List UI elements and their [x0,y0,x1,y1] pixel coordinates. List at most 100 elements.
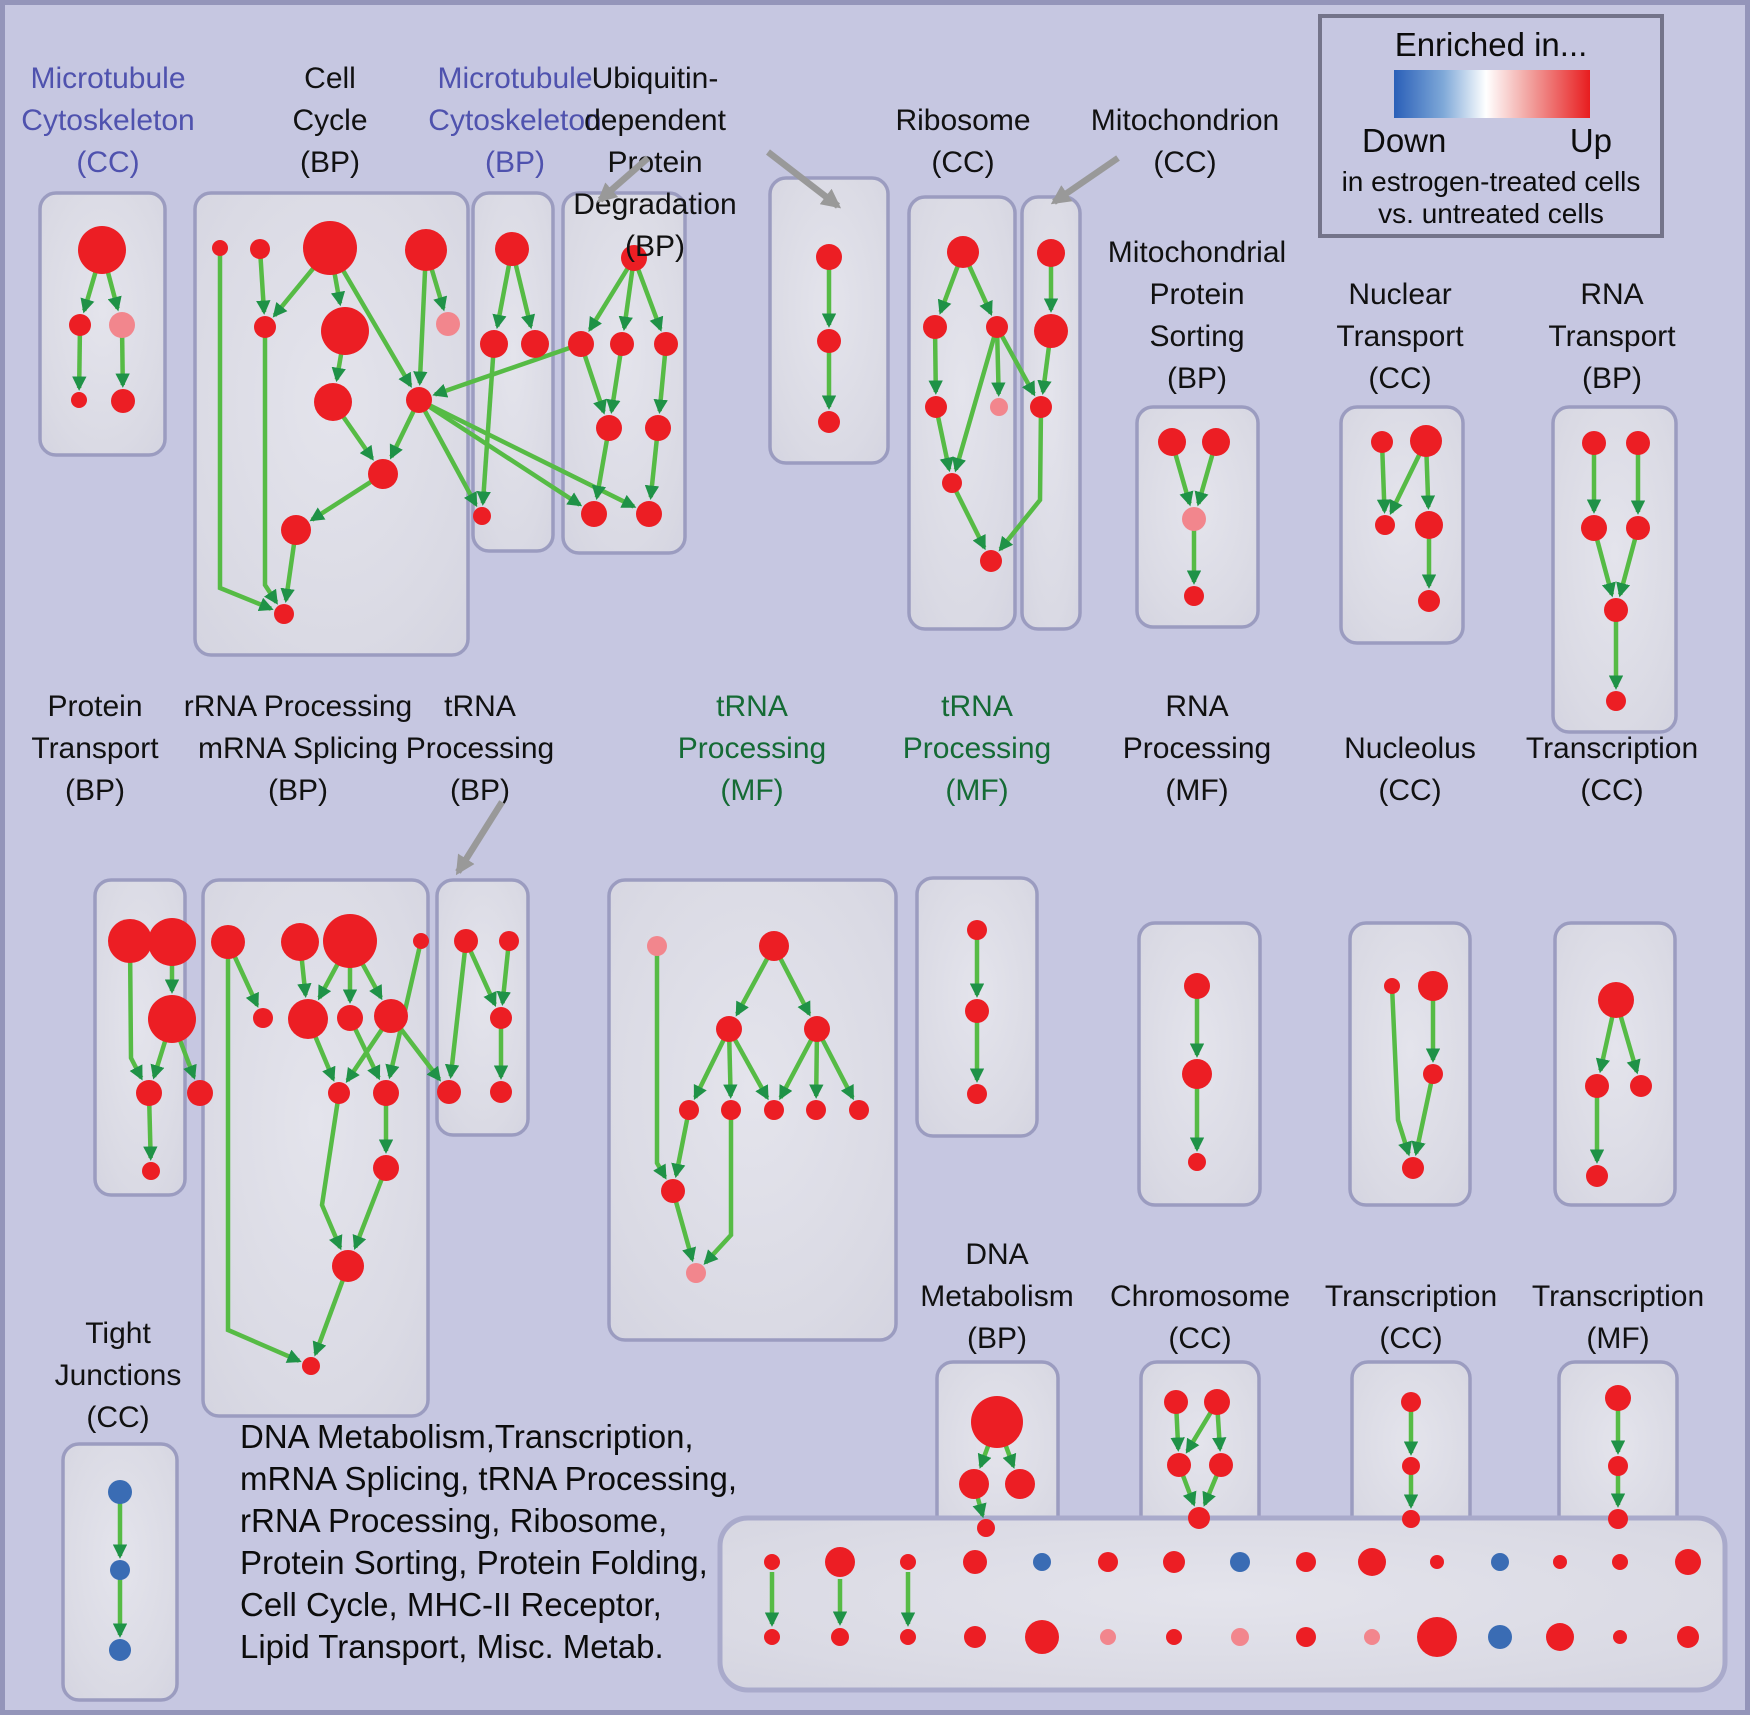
trna-processing-mf-1-label-line3: (MF) [720,774,783,807]
node-tb3 [490,1007,512,1029]
edge-nt1-nt3 [1376,441,1392,514]
strip-top-node-11 [1430,1555,1444,1569]
node-tms5 [849,1100,869,1120]
node-tlo [661,1179,685,1203]
node-cc12 [274,604,294,624]
node-rb6 [942,473,962,493]
strip-bottom-node-14 [1613,1630,1627,1644]
node-cc6 [321,307,369,355]
node-tms4 [806,1100,826,1120]
node-ch4 [1209,1453,1233,1477]
node-tmp2 [686,1263,706,1283]
node-tf2 [1608,1456,1628,1476]
node-bCl2 [645,415,671,441]
node-rb4 [925,396,947,418]
node-tj2 [110,1560,130,1580]
nucleolus-cc-label-line1: Nucleolus [1344,732,1476,765]
trna-processing-mf-2-label-line1: tRNA [941,690,1013,723]
rrna-processing-mrna-splicing-bp-label-line3: (BP) [268,774,328,807]
edge-cc2-cc5 [256,248,271,315]
edge-pt1-pt4 [127,940,144,1081]
node-tb2 [499,931,519,951]
node-r9 [328,1082,350,1104]
legend-context-line1: in estrogen-treated cells [1341,166,1641,197]
node-mt2 [1034,314,1068,348]
node-ts1 [967,920,987,940]
microtubule-cytoskeleton-bp-label-line2: Cytoskeleton [428,104,601,137]
ribosome-cc-label-line2: (CC) [931,146,994,179]
node-bCt [621,245,647,271]
edge-nu3-nu4 [1411,1073,1436,1157]
strip-top-node-9 [1296,1552,1316,1572]
node-bB3 [521,330,549,358]
legend-title: Enriched in... [1394,26,1588,63]
ribosome-cc-label-line1: Ribosome [895,104,1030,137]
rna-transport-bp-label-line3: (BP) [1582,362,1642,395]
legend-gradient-bar [1394,70,1590,118]
node-tj3 [109,1639,131,1661]
transcription-cc-1-box [1553,921,1677,1207]
node-ms2 [1202,428,1230,456]
edge-cc1-cc12 [217,248,274,612]
dna-metabolism-bp-label-line2: Metabolism [920,1280,1073,1313]
strip-bottom-node-9 [1296,1627,1316,1647]
node-dm2 [959,1469,989,1499]
edge-rb6-rb7 [949,481,987,551]
strip-bottom-node-13 [1546,1623,1574,1651]
ubiquitin-dependent-protein-degradation-bp-box1-label-line2: dependent [584,104,726,137]
strip-top-node-1 [764,1554,780,1570]
dna-metabolism-bp-box [935,1360,1060,1544]
strip-bottom-node-11 [1417,1617,1457,1657]
node-tml [716,1016,742,1042]
edge-rb3-rb5 [991,326,1006,397]
node-rt6 [1606,691,1626,711]
strip-top-node-10 [1358,1548,1386,1576]
edge-cc5-cc12 [262,327,279,605]
edge-cc4-cc9 [413,249,429,386]
node-tc2 [1585,1074,1609,1098]
legend-up-label: Up [1569,122,1612,159]
rrna-processing-mrna-splicing-bp-label-line2: mRNA Splicing [198,732,398,765]
strip-bottom-node-8 [1231,1628,1249,1646]
nuclear-transport-cc-label-line2: Transport [1336,320,1464,353]
node-r6 [288,999,328,1039]
strip-top-node-3 [900,1554,916,1570]
node-rt1 [1582,431,1606,455]
footnote-line5: Cell Cycle, MHC-II Receptor, [240,1586,662,1623]
edge-cc9-bCb1 [417,398,583,507]
ubiquitin-dependent-protein-degradation-bp-box1-label-line1: Ubiquitin- [592,62,719,95]
transcription-mf-label-line2: (MF) [1586,1322,1649,1355]
node-rb7 [980,550,1002,572]
node-tb5 [490,1081,512,1103]
node-rp3 [1188,1153,1206,1171]
node-bCm1 [568,331,594,357]
strip-top-node-12 [1491,1553,1509,1571]
node-dm4 [977,1519,995,1537]
node-tmb [759,931,789,961]
node-mc1 [78,226,126,274]
strip-bottom-node-12 [1488,1625,1512,1649]
node-rb2 [923,315,947,339]
node-nu4 [1402,1157,1424,1179]
node-rt5 [1604,598,1628,622]
node-bD3 [818,411,840,433]
node-pt4 [136,1080,162,1106]
strip-top-node-4 [963,1550,987,1574]
edge-r1-r14 [225,942,302,1363]
legend-down-label: Down [1362,122,1447,159]
node-nt3 [1375,515,1395,535]
mitochondrial-protein-sorting-bp-label-line2: Protein [1149,278,1244,311]
footnote-line2: mRNA Splicing, tRNA Processing, [240,1460,737,1497]
mitochondrial-protein-sorting-bp-label-line3: Sorting [1149,320,1244,353]
footnote-line3: rRNA Processing, Ribosome, [240,1502,667,1539]
node-rt2 [1626,431,1650,455]
strip-top-node-15 [1675,1549,1701,1575]
strip-top-node-2 [825,1547,855,1577]
node-nt2 [1410,425,1442,457]
protein-transport-bp-label-line1: Protein [47,690,142,723]
node-r10 [373,1080,399,1106]
node-rex [187,1080,213,1106]
node-r5 [253,1008,273,1028]
ubiquitin-dependent-protein-degradation-bp-box1-label-line3: Protein [607,146,702,179]
